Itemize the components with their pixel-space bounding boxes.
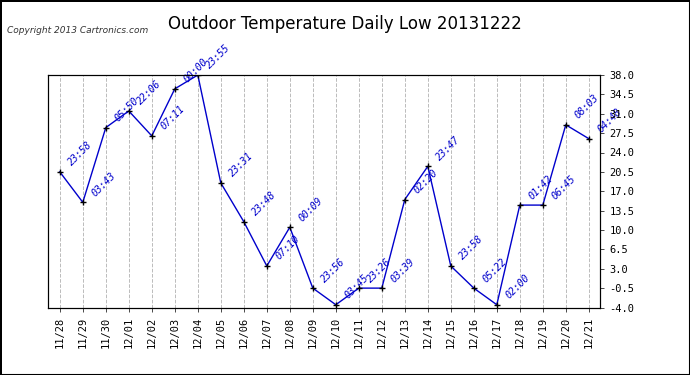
Text: 22:06: 22:06: [136, 79, 164, 107]
Text: Copyright 2013 Cartronics.com: Copyright 2013 Cartronics.com: [7, 26, 148, 35]
Text: 23:48: 23:48: [250, 190, 279, 217]
Text: 23:58: 23:58: [67, 140, 95, 168]
Text: 03:43: 03:43: [90, 170, 117, 198]
Text: 07:10: 07:10: [274, 234, 302, 262]
Text: Outdoor Temperature Daily Low 20131222: Outdoor Temperature Daily Low 20131222: [168, 15, 522, 33]
Text: 03:39: 03:39: [388, 256, 417, 284]
Text: 05:50: 05:50: [112, 96, 141, 123]
Text: 23:58: 23:58: [457, 234, 486, 262]
Text: 07:11: 07:11: [159, 104, 186, 132]
Text: 05:22: 05:22: [481, 256, 509, 284]
Text: Temperature (°F): Temperature (°F): [530, 36, 629, 46]
Text: 02:20: 02:20: [412, 168, 440, 195]
Text: 00:00: 00:00: [181, 57, 210, 85]
Text: 00:09: 00:09: [297, 195, 324, 223]
Text: 02:00: 02:00: [504, 273, 531, 301]
Text: 23:31: 23:31: [228, 151, 255, 179]
Text: 01:42: 01:42: [526, 173, 555, 201]
Text: 03:45: 03:45: [343, 273, 371, 301]
Text: 08:03: 08:03: [573, 93, 600, 121]
Text: 23:26: 23:26: [366, 256, 393, 284]
Text: 23:56: 23:56: [319, 256, 348, 284]
Text: 23:55: 23:55: [205, 43, 233, 71]
Text: 23:47: 23:47: [435, 134, 462, 162]
Text: 04:48: 04:48: [595, 106, 624, 135]
Text: 06:45: 06:45: [550, 173, 578, 201]
